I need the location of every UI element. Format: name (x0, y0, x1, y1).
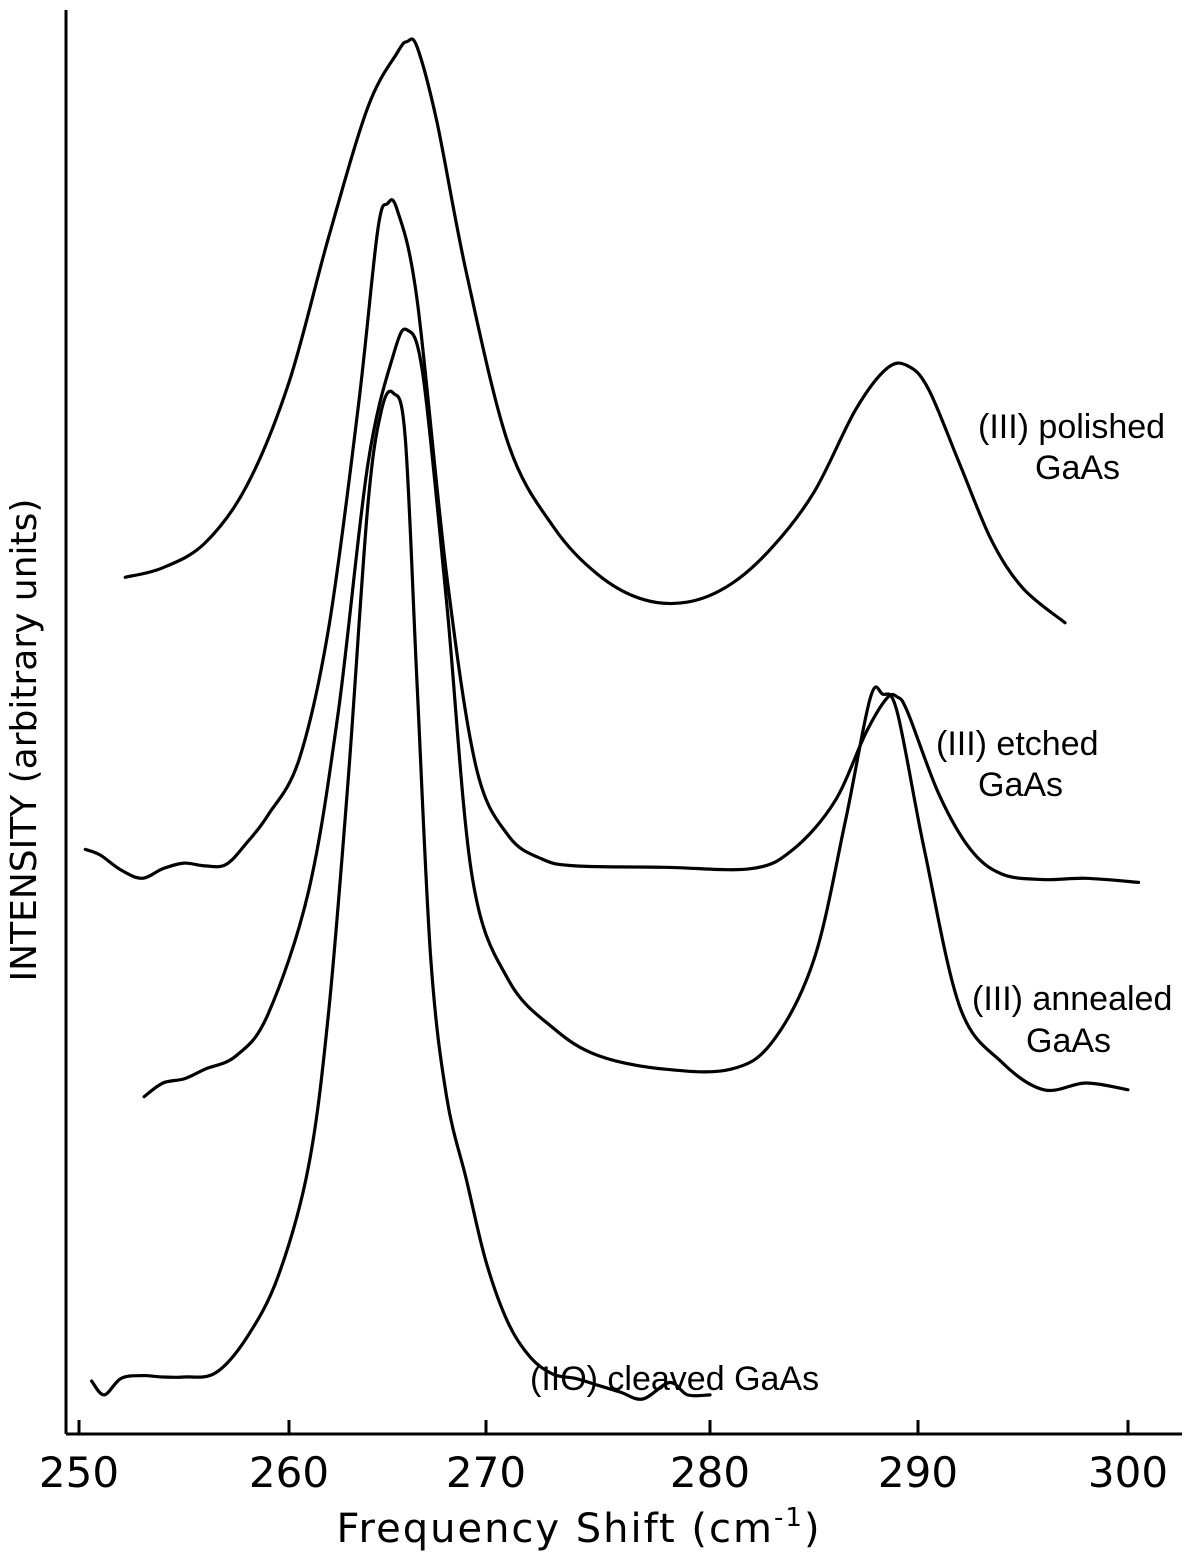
series-label-polished: (III) polished (978, 408, 1165, 446)
series-label-annealed-line2: GaAs (1026, 1022, 1111, 1060)
series-label-etched: (III) etched (936, 725, 1099, 763)
x-tick-label-300: 300 (1088, 1448, 1168, 1497)
series-label-cleaved: (IIO) cleaved GaAs (530, 1360, 819, 1398)
series-group (83, 37, 1141, 1401)
series-label-etched-line2: GaAs (978, 766, 1063, 804)
series-line-polished (123, 37, 1067, 625)
series-line-cleaved (90, 389, 712, 1401)
y-axis-title: INTENSITY (arbitrary units) (4, 499, 45, 982)
x-tick-label-280: 280 (670, 1448, 750, 1497)
x-tick-label-270: 270 (446, 1448, 526, 1497)
x-axis-title: Frequency Shift (cm-1) (336, 1503, 821, 1552)
series-line-etched (83, 198, 1141, 884)
x-ticks (77, 1420, 1130, 1434)
x-axis-title-close: ) (804, 1506, 822, 1552)
x-tick-label-250: 250 (39, 1448, 119, 1497)
series-label-annealed: (III) annealed (972, 980, 1172, 1018)
x-tick-label-260: 260 (249, 1448, 329, 1497)
x-tick-label-290: 290 (878, 1448, 958, 1497)
series-label-polished-line2: GaAs (1035, 449, 1120, 487)
x-tick-labels: 250 260 270 280 290 300 (39, 1448, 1168, 1497)
x-axis-title-main: Frequency Shift (cm (336, 1506, 774, 1552)
x-axis-title-sup: -1 (774, 1503, 804, 1533)
series-line-annealed (142, 327, 1130, 1099)
